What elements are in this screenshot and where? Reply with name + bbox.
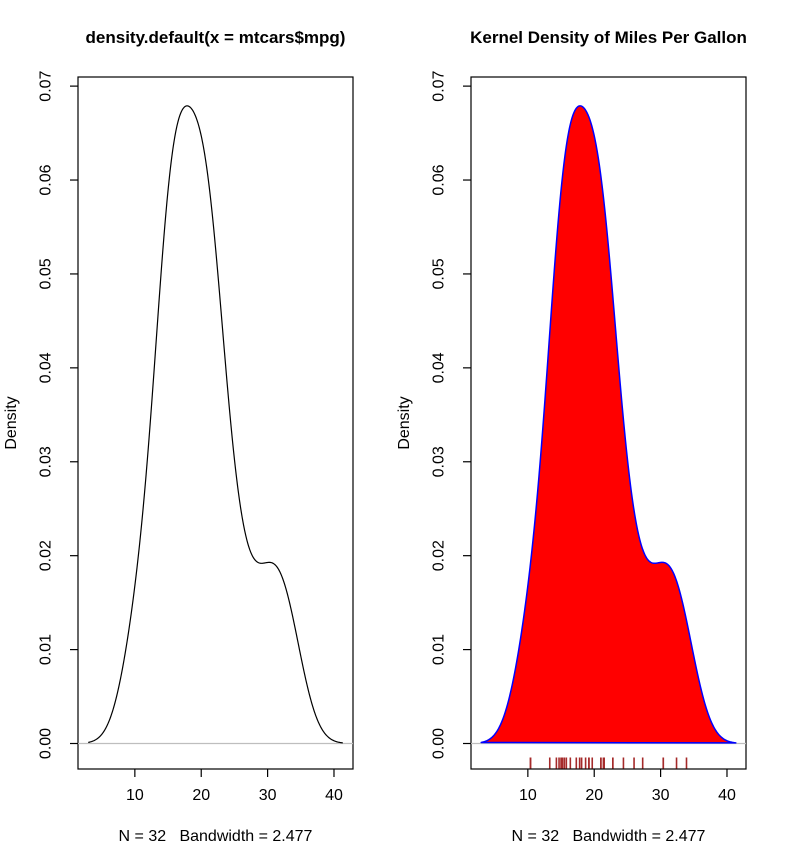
density-curve — [88, 105, 343, 744]
y-tick-label: 0.05 — [38, 258, 55, 289]
x-tick-label: 20 — [192, 787, 210, 804]
x-tick-label: 30 — [652, 787, 670, 804]
y-tick-label: 0.00 — [38, 728, 55, 759]
y-tick-label: 0.06 — [431, 164, 448, 195]
y-axis-label-left: Density — [3, 396, 20, 449]
plot-box — [470, 76, 747, 770]
density-area-right — [471, 105, 746, 769]
y-tick-label: 0.02 — [431, 540, 448, 571]
x-axis-label-left: N = 32 Bandwidth = 2.477 — [119, 828, 313, 845]
y-tick-label: 0.02 — [38, 540, 55, 571]
y-tick-label: 0.00 — [431, 728, 448, 759]
y-axis-label-right: Density — [396, 396, 413, 449]
plot-title-right: Kernel Density of Miles Per Gallon — [470, 28, 747, 47]
y-tick-label: 0.04 — [431, 352, 448, 383]
y-tick-label: 0.03 — [38, 446, 55, 477]
y-tick-label: 0.01 — [38, 634, 55, 665]
density-plot-left: density.default(x = mtcars$mpg) N = 32 B… — [3, 28, 354, 845]
axes-right: 10 20 30 40 0.00 0.01 0.02 0.03 0.04 0.05 0.06 0.07 — [431, 70, 747, 804]
y-tick-label: 0.01 — [431, 634, 448, 665]
axes-left: 10 20 30 40 0.00 0.01 0.02 0.03 0.04 0.05 0.06 0.07 — [38, 70, 354, 804]
x-tick-label: 10 — [126, 787, 144, 804]
density-curve-left — [78, 105, 353, 745]
y-tick-label: 0.04 — [38, 352, 55, 383]
plot-title-left: density.default(x = mtcars$mpg) — [86, 28, 346, 47]
x-axis-label-right: N = 32 Bandwidth = 2.477 — [512, 828, 706, 845]
y-tick-label: 0.07 — [38, 70, 55, 101]
y-tick-label: 0.06 — [38, 164, 55, 195]
x-tick-label: 10 — [519, 787, 537, 804]
y-tick-label: 0.03 — [431, 446, 448, 477]
y-tick-label: 0.07 — [431, 70, 448, 101]
x-tick-label: 40 — [325, 787, 343, 804]
x-tick-label: 20 — [585, 787, 603, 804]
x-tick-label: 30 — [259, 787, 277, 804]
plot-box — [77, 76, 354, 770]
x-tick-label: 40 — [718, 787, 736, 804]
rug — [529, 757, 688, 769]
density-area — [480, 105, 737, 744]
density-plot-right: Kernel Density of Miles Per Gallon N = 3… — [396, 28, 747, 845]
y-tick-label: 0.05 — [431, 258, 448, 289]
